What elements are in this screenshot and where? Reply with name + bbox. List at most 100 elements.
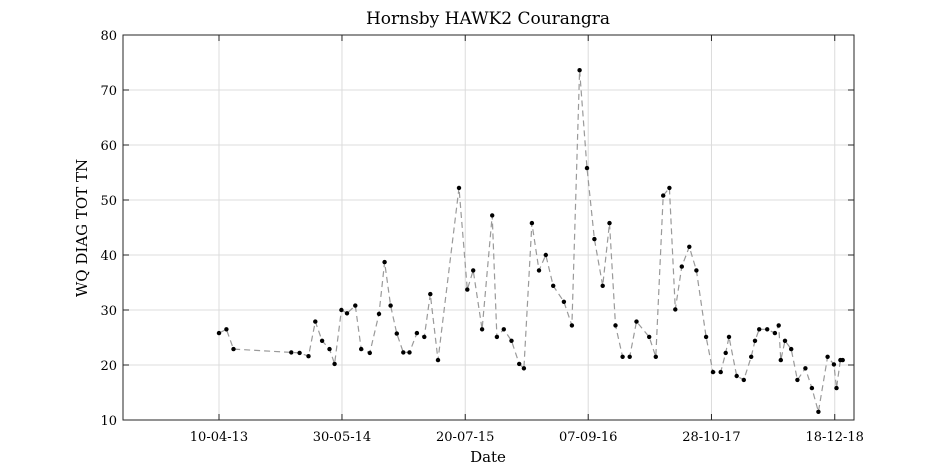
y-axis-label: WQ DIAG TOT TN bbox=[73, 159, 91, 297]
data-point bbox=[289, 350, 294, 355]
data-point bbox=[795, 377, 800, 383]
x-axis-label: Date bbox=[470, 448, 506, 466]
data-point bbox=[456, 185, 462, 191]
data-point bbox=[734, 373, 739, 379]
data-point bbox=[401, 350, 406, 355]
data-point bbox=[816, 409, 821, 414]
x-tick-label: 07-09-16 bbox=[559, 430, 617, 445]
data-point bbox=[749, 354, 754, 359]
data-point bbox=[620, 354, 625, 359]
data-point bbox=[584, 165, 590, 171]
data-point bbox=[339, 307, 344, 313]
data-point bbox=[627, 354, 632, 359]
data-point bbox=[592, 236, 597, 242]
data-point bbox=[569, 323, 575, 328]
data-point bbox=[376, 311, 382, 317]
data-point bbox=[297, 350, 302, 356]
data-point bbox=[407, 350, 412, 355]
data-point bbox=[332, 361, 337, 367]
data-point bbox=[359, 346, 364, 352]
data-point bbox=[710, 369, 716, 375]
y-tick-label: 20 bbox=[100, 359, 117, 374]
data-point bbox=[840, 357, 845, 363]
data-point bbox=[561, 299, 567, 304]
data-point bbox=[529, 220, 535, 226]
data-point bbox=[667, 185, 672, 191]
data-point bbox=[741, 377, 746, 383]
data-point bbox=[501, 327, 506, 332]
series-line bbox=[218, 70, 843, 412]
data-point bbox=[647, 334, 652, 340]
axis-ticks bbox=[123, 34, 854, 421]
data-point bbox=[607, 220, 612, 226]
data-point bbox=[344, 311, 350, 316]
data-point bbox=[752, 338, 758, 343]
data-point bbox=[726, 334, 732, 340]
data-point bbox=[479, 327, 485, 332]
x-axis-tick-labels: 10-04-13 30-05-14 20-07-15 07-09-16 28-10-17… bbox=[190, 430, 864, 445]
data-point bbox=[723, 350, 728, 356]
plot-area-frame bbox=[122, 34, 855, 421]
data-point bbox=[422, 334, 427, 340]
data-point bbox=[319, 338, 325, 343]
data-point bbox=[653, 354, 658, 359]
y-tick-label: 40 bbox=[100, 249, 117, 264]
data-point bbox=[757, 327, 762, 332]
data-point bbox=[718, 369, 723, 375]
data-point bbox=[765, 327, 770, 332]
data-point bbox=[327, 346, 332, 352]
x-tick-label: 18-12-18 bbox=[806, 430, 864, 445]
data-point bbox=[776, 323, 781, 328]
data-point bbox=[517, 361, 522, 367]
data-series bbox=[216, 68, 845, 414]
data-point bbox=[694, 268, 699, 273]
y-tick-label: 70 bbox=[100, 84, 117, 99]
data-point bbox=[394, 331, 399, 336]
data-point bbox=[536, 268, 542, 273]
data-point bbox=[613, 323, 618, 328]
data-point bbox=[551, 283, 556, 288]
data-point bbox=[509, 338, 514, 343]
data-point bbox=[353, 303, 358, 308]
data-point bbox=[382, 259, 387, 265]
data-point bbox=[778, 357, 783, 363]
data-point bbox=[388, 303, 393, 308]
data-point bbox=[521, 366, 527, 371]
data-point bbox=[577, 68, 582, 73]
data-point bbox=[600, 283, 605, 288]
data-point bbox=[703, 334, 709, 340]
data-point bbox=[465, 287, 470, 292]
y-tick-label: 10 bbox=[100, 414, 117, 429]
grid-lines bbox=[123, 34, 854, 421]
data-point bbox=[772, 330, 778, 336]
data-point bbox=[231, 346, 236, 352]
data-point bbox=[543, 252, 548, 258]
y-tick-label: 50 bbox=[100, 194, 117, 209]
data-point bbox=[789, 346, 794, 352]
x-tick-label: 30-05-14 bbox=[313, 430, 371, 445]
data-point bbox=[634, 319, 639, 324]
data-point bbox=[216, 330, 222, 336]
x-tick-label: 10-04-13 bbox=[190, 430, 248, 445]
data-point bbox=[367, 350, 372, 356]
data-point bbox=[490, 213, 495, 218]
y-tick-label: 30 bbox=[100, 304, 117, 319]
data-point bbox=[414, 330, 420, 336]
data-point bbox=[306, 354, 311, 359]
y-tick-label: 60 bbox=[100, 139, 117, 154]
data-point bbox=[803, 366, 808, 371]
data-point bbox=[825, 354, 830, 359]
data-point bbox=[809, 385, 815, 391]
data-point bbox=[471, 268, 476, 273]
y-tick-label: 80 bbox=[100, 29, 117, 44]
data-point bbox=[831, 362, 837, 367]
data-point bbox=[224, 327, 229, 332]
data-point bbox=[782, 338, 788, 343]
data-point bbox=[428, 291, 433, 297]
data-point bbox=[834, 385, 839, 391]
data-point bbox=[313, 319, 318, 324]
data-point bbox=[673, 307, 678, 312]
y-axis-tick-labels: 10 20 30 40 50 60 70 80 bbox=[100, 29, 117, 429]
x-tick-label: 28-10-17 bbox=[682, 430, 740, 445]
